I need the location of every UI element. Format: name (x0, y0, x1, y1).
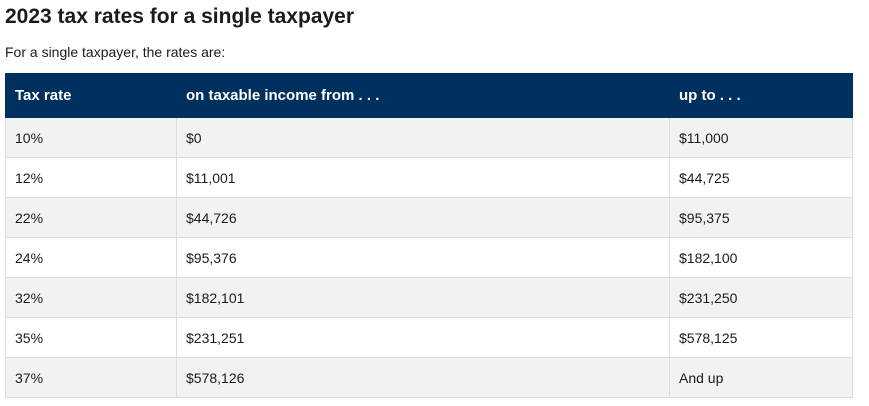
intro-text: For a single taxpayer, the rates are: (5, 44, 226, 60)
cell-income-from: $231,251 (176, 317, 670, 358)
table-row: 12% $11,001 $44,725 (5, 157, 853, 198)
cell-up-to: $182,100 (669, 237, 853, 278)
table-row: 37% $578,126 And up (5, 357, 853, 398)
cell-up-to: $231,250 (669, 277, 853, 318)
cell-tax-rate: 37% (5, 357, 177, 398)
cell-tax-rate: 24% (5, 237, 177, 278)
table-row: 24% $95,376 $182,100 (5, 237, 853, 278)
table-row: 32% $182,101 $231,250 (5, 277, 853, 318)
cell-up-to: $11,000 (669, 117, 853, 158)
cell-tax-rate: 32% (5, 277, 177, 318)
tax-rate-table: Tax rate on taxable income from . . . up… (5, 73, 853, 398)
cell-up-to: $578,125 (669, 317, 853, 358)
page-content: 2023 tax rates for a single taxpayer For… (5, 0, 853, 398)
cell-income-from: $11,001 (176, 157, 670, 198)
cell-income-from: $0 (176, 117, 670, 158)
cell-up-to: $95,375 (669, 197, 853, 238)
cell-income-from: $578,126 (176, 357, 670, 398)
cell-income-from: $182,101 (176, 277, 670, 318)
header-tax-rate: Tax rate (5, 73, 177, 118)
table-header-row: Tax rate on taxable income from . . . up… (5, 73, 853, 118)
cell-tax-rate: 35% (5, 317, 177, 358)
cell-up-to: $44,725 (669, 157, 853, 198)
table-row: 22% $44,726 $95,375 (5, 197, 853, 238)
header-income-from: on taxable income from . . . (176, 73, 670, 118)
cell-income-from: $95,376 (176, 237, 670, 278)
cell-tax-rate: 10% (5, 117, 177, 158)
cell-up-to: And up (669, 357, 853, 398)
page-title: 2023 tax rates for a single taxpayer (5, 5, 355, 28)
table-row: 10% $0 $11,000 (5, 117, 853, 158)
cell-tax-rate: 22% (5, 197, 177, 238)
table-row: 35% $231,251 $578,125 (5, 317, 853, 358)
cell-tax-rate: 12% (5, 157, 177, 198)
header-up-to: up to . . . (669, 73, 853, 118)
cell-income-from: $44,726 (176, 197, 670, 238)
